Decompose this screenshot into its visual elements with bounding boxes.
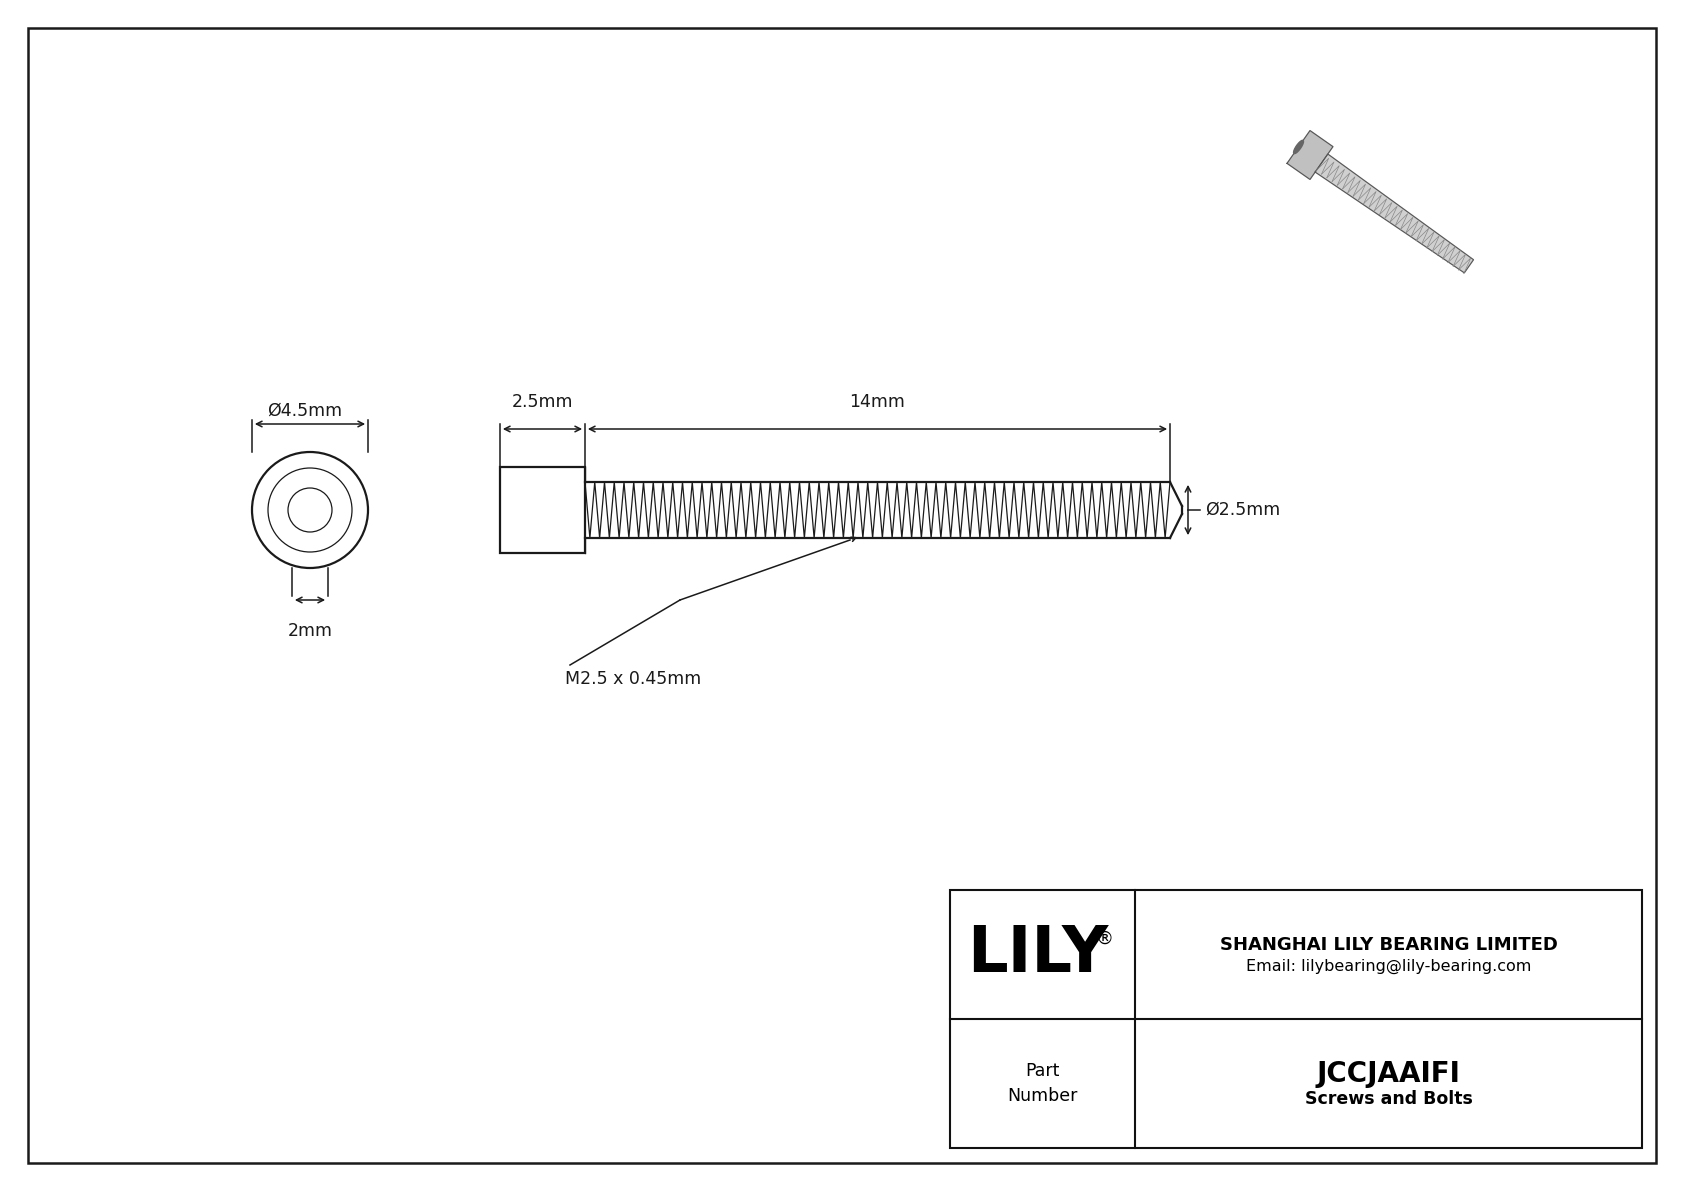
Bar [950, 890, 1642, 1148]
Text: 14mm: 14mm [849, 393, 906, 411]
Text: Email: lilybearing@lily-bearing.com: Email: lilybearing@lily-bearing.com [1246, 959, 1531, 974]
Text: LILY: LILY [967, 923, 1108, 985]
Text: SHANGHAI LILY BEARING LIMITED: SHANGHAI LILY BEARING LIMITED [1219, 935, 1558, 954]
Text: Ø2.5mm: Ø2.5mm [1206, 501, 1280, 519]
Text: M2.5 x 0.45mm: M2.5 x 0.45mm [566, 671, 701, 688]
Text: Ø4.5mm: Ø4.5mm [268, 403, 342, 420]
Text: 2.5mm: 2.5mm [512, 393, 573, 411]
Text: Part
Number: Part Number [1007, 1062, 1078, 1105]
Polygon shape [1287, 131, 1334, 180]
Bar [500, 467, 584, 553]
Text: 2mm: 2mm [288, 622, 332, 640]
Polygon shape [1315, 154, 1474, 273]
Text: ®: ® [1096, 929, 1113, 948]
Polygon shape [1293, 141, 1303, 154]
Text: JCCJAAIFI: JCCJAAIFI [1317, 1060, 1460, 1087]
Text: Screws and Bolts: Screws and Bolts [1305, 1090, 1472, 1108]
